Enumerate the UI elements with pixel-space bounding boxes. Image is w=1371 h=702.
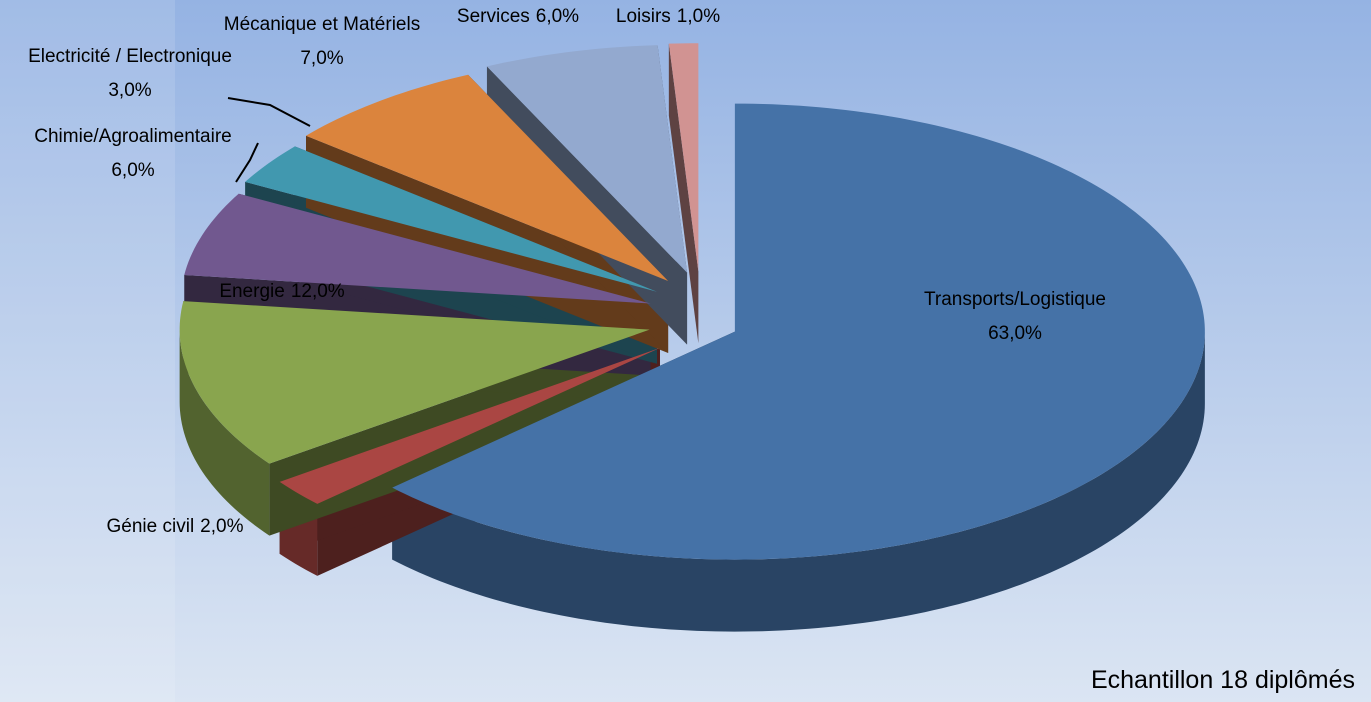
data-label: Energie 12,0% xyxy=(219,281,344,302)
label-value: 6,0% xyxy=(536,6,579,27)
label-name: Génie civil xyxy=(107,516,195,537)
label-name: Energie xyxy=(219,281,285,302)
label-name: Mécanique et Matériels xyxy=(224,14,420,35)
side-panel xyxy=(0,0,175,702)
data-label: Loisirs 1,0% xyxy=(616,6,720,27)
label-value: 63,0% xyxy=(988,323,1042,344)
data-label: Mécanique et Matériels 7,0% xyxy=(224,14,420,69)
slice xyxy=(245,146,657,292)
slice xyxy=(668,43,699,272)
footnote: Echantillon 18 diplômés xyxy=(1091,666,1355,694)
label-value: 12,0% xyxy=(291,281,345,302)
slice xyxy=(179,301,650,464)
slice-side xyxy=(392,331,1205,632)
slice xyxy=(279,347,660,504)
label-value: 6,0% xyxy=(111,160,154,181)
label-value: 3,0% xyxy=(108,80,151,101)
label-name: Electricité / Electronique xyxy=(28,46,232,67)
label-name: Chimie/Agroalimentaire xyxy=(34,126,231,147)
label-value: 1,0% xyxy=(677,6,720,27)
slice-side xyxy=(179,329,270,536)
slice-face xyxy=(668,43,699,344)
data-label: Transports/Logistique 63,0% xyxy=(924,289,1106,344)
data-label: Services 6,0% xyxy=(457,6,579,27)
slice xyxy=(392,103,1205,560)
label-name: Services xyxy=(457,6,530,27)
label-name: Loisirs xyxy=(616,6,671,27)
data-label: Chimie/Agroalimentaire 6,0% xyxy=(34,126,231,181)
slice xyxy=(305,74,669,282)
slice xyxy=(184,193,651,304)
data-label: Electricité / Electronique 3,0% xyxy=(28,46,232,101)
slice xyxy=(486,45,688,273)
leader-line xyxy=(235,142,259,183)
label-value: 2,0% xyxy=(200,516,243,537)
data-label: Génie civil 2,0% xyxy=(107,516,244,537)
label-name: Transports/Logistique xyxy=(924,289,1106,310)
label-value: 7,0% xyxy=(300,48,343,69)
leader-line xyxy=(227,97,311,127)
